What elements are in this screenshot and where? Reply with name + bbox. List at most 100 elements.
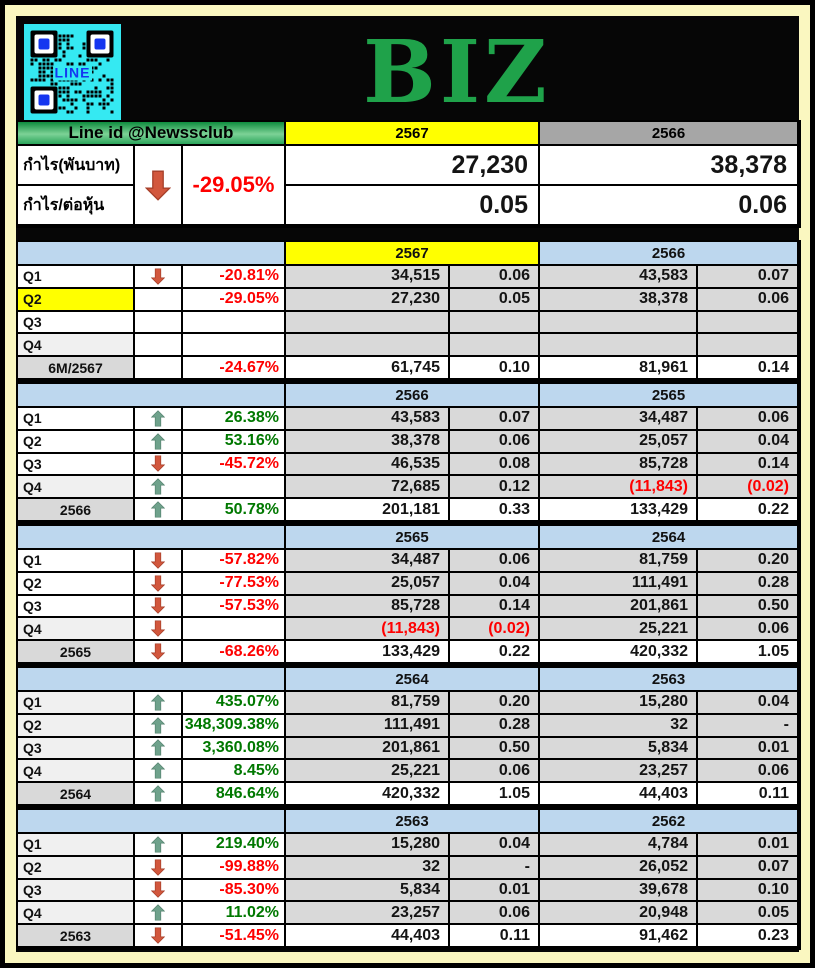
eps-value: 0.04 <box>450 834 540 857</box>
profit-value: 5,834 <box>540 737 698 761</box>
percent-change <box>183 618 286 642</box>
eps-value: 0.33 <box>450 499 540 522</box>
profit-value: 25,057 <box>286 572 450 596</box>
quarter-label: Q4 <box>18 476 135 500</box>
profit-value: 91,462 <box>540 925 698 948</box>
profit-value: 25,221 <box>286 760 450 784</box>
quarter-block: 2564 2563 Q1 435.07% 81,759 0.20 15,280 0.04 Q2 3… <box>16 666 801 808</box>
eps-value: - <box>698 714 799 738</box>
percent-change: -68.26% <box>183 641 286 664</box>
trend-arrow-cell <box>135 430 183 454</box>
trend-down-arrow-icon <box>151 268 165 285</box>
quarter-label: Q1 <box>18 550 135 573</box>
profit-value: 44,403 <box>286 925 450 948</box>
profit-value: 81,961 <box>540 357 698 380</box>
quarter-label: Q2 <box>18 288 135 312</box>
percent-change: 50.78% <box>183 499 286 522</box>
eps-value: (0.02) <box>450 618 540 642</box>
profit-value: 38,378 <box>286 430 450 454</box>
quarter-label: Q3 <box>18 737 135 761</box>
quarter-label: Q3 <box>18 311 135 335</box>
quarter-block: 2563 2562 Q1 219.40% 15,280 0.04 4,784 0.01 Q2 -9… <box>16 808 801 950</box>
eps-value: 0.05 <box>286 186 540 226</box>
trend-up-arrow-icon <box>151 694 165 711</box>
trend-arrow-cell <box>135 902 183 926</box>
change-arrow-cell <box>135 146 183 226</box>
eps-value: 0.07 <box>450 408 540 431</box>
profit-value: 43,583 <box>286 408 450 431</box>
profit-value: 34,487 <box>540 408 698 431</box>
block-header-spacer <box>18 384 286 408</box>
block-year2-header: 2562 <box>540 810 799 834</box>
trend-arrow-cell <box>135 737 183 761</box>
profit-value: 44,403 <box>540 783 698 806</box>
profit-value: 27,230 <box>286 146 540 186</box>
trend-up-arrow-icon <box>151 716 165 734</box>
block-header-spacer <box>18 242 286 266</box>
trend-up-arrow-icon <box>151 904 165 921</box>
percent-change: -29.05% <box>183 288 286 312</box>
trend-arrow-cell <box>135 925 183 948</box>
trend-arrow-cell <box>135 783 183 806</box>
quarter-label: Q3 <box>18 453 135 477</box>
profit-value: 23,257 <box>286 902 450 926</box>
percent-change: -24.67% <box>183 357 286 380</box>
profit-value: 43,583 <box>540 266 698 289</box>
trend-down-arrow-icon <box>151 575 165 592</box>
profit-value: 32 <box>286 856 450 880</box>
trend-up-arrow-icon <box>151 501 165 518</box>
profit-value: 38,378 <box>540 288 698 312</box>
eps-value: 0.04 <box>698 430 799 454</box>
trend-down-arrow-icon <box>151 552 165 569</box>
percent-change: 11.02% <box>183 902 286 926</box>
profit-value: 20,948 <box>540 902 698 926</box>
block-header-spacer <box>18 810 286 834</box>
profit-value: 201,861 <box>286 737 450 761</box>
percent-change: -85.30% <box>183 879 286 903</box>
eps-value: 0.14 <box>450 595 540 619</box>
profit-value: 5,834 <box>286 879 450 903</box>
trend-down-arrow-icon <box>151 927 165 944</box>
percent-change <box>183 334 286 358</box>
block-header-spacer <box>18 668 286 692</box>
eps-value: 0.06 <box>698 760 799 784</box>
block-year2-header: 2564 <box>540 526 799 550</box>
eps-value: 0.23 <box>698 925 799 948</box>
eps-value: 0.06 <box>450 760 540 784</box>
trend-up-arrow-icon <box>151 785 165 802</box>
eps-value: 0.07 <box>698 266 799 289</box>
profit-value: 38,378 <box>540 146 799 186</box>
quarter-label: Q4 <box>18 334 135 358</box>
eps-value: 0.10 <box>450 357 540 380</box>
block-year2-header: 2566 <box>540 242 799 266</box>
profit-value: 46,535 <box>286 453 450 477</box>
profit-value: (11,843) <box>286 618 450 642</box>
percent-change: -20.81% <box>183 266 286 289</box>
quarter-label: Q2 <box>18 856 135 880</box>
profit-value: 61,745 <box>286 357 450 380</box>
quarter-label: Q3 <box>18 879 135 903</box>
trend-arrow-cell <box>135 288 183 312</box>
eps-value: 0.01 <box>698 737 799 761</box>
trend-down-arrow-icon <box>151 620 165 637</box>
line-qr-code: LINE <box>24 24 121 121</box>
profit-value: 4,784 <box>540 834 698 857</box>
eps-value: 0.50 <box>450 737 540 761</box>
eps-value: 0.11 <box>450 925 540 948</box>
trend-arrow-cell <box>135 618 183 642</box>
quarter-label: Q2 <box>18 714 135 738</box>
trend-up-arrow-icon <box>151 478 165 495</box>
profit-value: 32 <box>540 714 698 738</box>
summary-change-percent: -29.05% <box>183 146 286 226</box>
profit-value: 39,678 <box>540 879 698 903</box>
eps-value: 0.07 <box>698 856 799 880</box>
summary-table: Line id @Newssclub 2567 2566 กำไร(พันบาท… <box>16 120 801 228</box>
eps-value: 0.10 <box>698 879 799 903</box>
trend-arrow-cell <box>135 760 183 784</box>
eps-value <box>450 334 540 358</box>
quarter-block: 2566 2565 Q1 26.38% 43,583 0.07 34,487 0.06 Q2 53… <box>16 382 801 524</box>
profit-value: 133,429 <box>286 641 450 664</box>
trend-arrow-cell <box>135 641 183 664</box>
profit-value: (11,843) <box>540 476 698 500</box>
percent-change: 26.38% <box>183 408 286 431</box>
